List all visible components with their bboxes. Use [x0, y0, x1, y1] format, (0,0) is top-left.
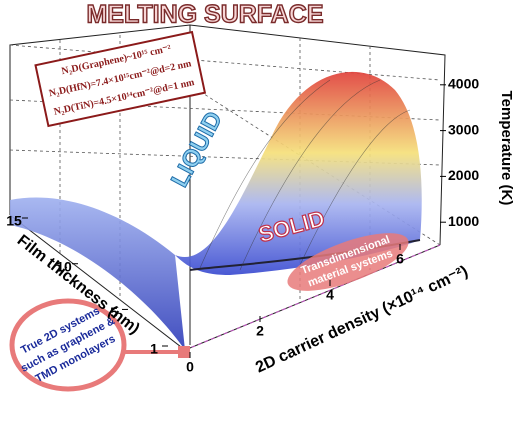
thickness-tick-label: 10: [56, 258, 72, 274]
thickness-tick-label: 1: [150, 341, 158, 357]
temperature-tick-label: 4000: [448, 76, 479, 92]
true-2d-note: True 2D systems such as graphene & TMD m…: [9, 298, 190, 392]
temperature-tick-label: 3000: [448, 121, 479, 137]
thickness-tick-label: 5: [110, 304, 118, 320]
carrier-tick-label: 6: [396, 251, 404, 267]
temperature-axis-label: Temperature (K): [498, 91, 515, 206]
carrier-tick-label: 2: [256, 323, 264, 339]
carrier-tick-label: 4: [326, 287, 334, 303]
thickness-tick-label: 15: [6, 213, 22, 229]
melting-surface: [10, 71, 422, 350]
carrier-tick-label: 0: [186, 359, 194, 375]
title: MELTING SURFACE: [86, 1, 323, 29]
temperature-tick-label: 1000: [448, 213, 479, 229]
note-box: N₂D(Graphene)~10¹⁵ cm⁻² N₂D(HfN)=7.4×10¹…: [34, 30, 207, 128]
carrier-axis-label: 2D carrier density (×10¹⁴ cm⁻²): [253, 263, 470, 376]
liquid-label: LIQUID: [166, 107, 228, 191]
temperature-tick-label: 2000: [448, 167, 479, 183]
